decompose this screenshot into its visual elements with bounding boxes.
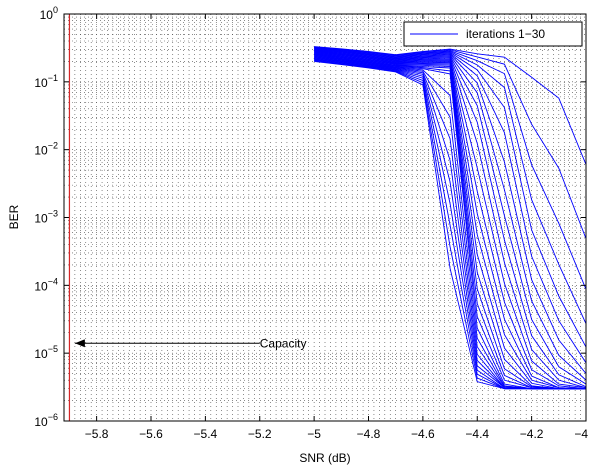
legend: iterations 1−30 (403, 21, 583, 47)
x-tick-label: −4.4 (465, 427, 489, 441)
capacity-annotation-label: Capacity (260, 336, 307, 350)
grid (64, 14, 586, 421)
series-line-26 (314, 47, 586, 348)
y-tick-label: 10−3 (34, 209, 58, 226)
series-line-24 (314, 48, 586, 374)
series-line-23 (314, 49, 586, 381)
x-tick-label: −4.8 (357, 427, 381, 441)
series-line-21 (314, 50, 586, 388)
series-line-25 (314, 48, 586, 364)
y-axis-label: BER (7, 204, 21, 229)
x-tick-label: −5.6 (139, 427, 163, 441)
x-tick-label: −4 (574, 427, 588, 441)
capacity-annotation: Capacity (74, 336, 307, 350)
x-tick-label: −4.2 (520, 427, 544, 441)
series-line-27 (314, 47, 586, 324)
series-line-30 (314, 46, 586, 165)
y-tick-label: 10−4 (34, 276, 58, 293)
x-tick-labels: −5.8 −5.6 −5.4 −5.2 −5 −4.8 −4.6 −4.4 −4.2 −4 (85, 427, 589, 441)
y-tick-label: 10−6 (34, 412, 58, 429)
y-tick-label: 100 (40, 5, 58, 22)
x-tick-label: −4.6 (411, 427, 435, 441)
legend-label: iterations 1−30 (466, 27, 545, 41)
y-tick-label: 10−2 (34, 141, 58, 158)
x-tick-label: −5.2 (248, 427, 272, 441)
x-tick-label: −5 (307, 427, 321, 441)
y-tick-label: 10−1 (34, 73, 58, 90)
axis-ticks (64, 13, 587, 422)
series-line-29 (314, 46, 586, 239)
x-tick-label: −5.4 (194, 427, 218, 441)
x-tick-label: −5.8 (85, 427, 109, 441)
x-axis-label: SNR (dB) (299, 451, 350, 465)
y-tick-labels: 10−6 10−5 10−4 10−3 10−2 10−1 100 (34, 5, 58, 429)
series-line-22 (314, 49, 586, 385)
y-tick-label: 10−5 (34, 344, 58, 361)
series-group (314, 46, 586, 390)
series-line-28 (314, 46, 586, 290)
